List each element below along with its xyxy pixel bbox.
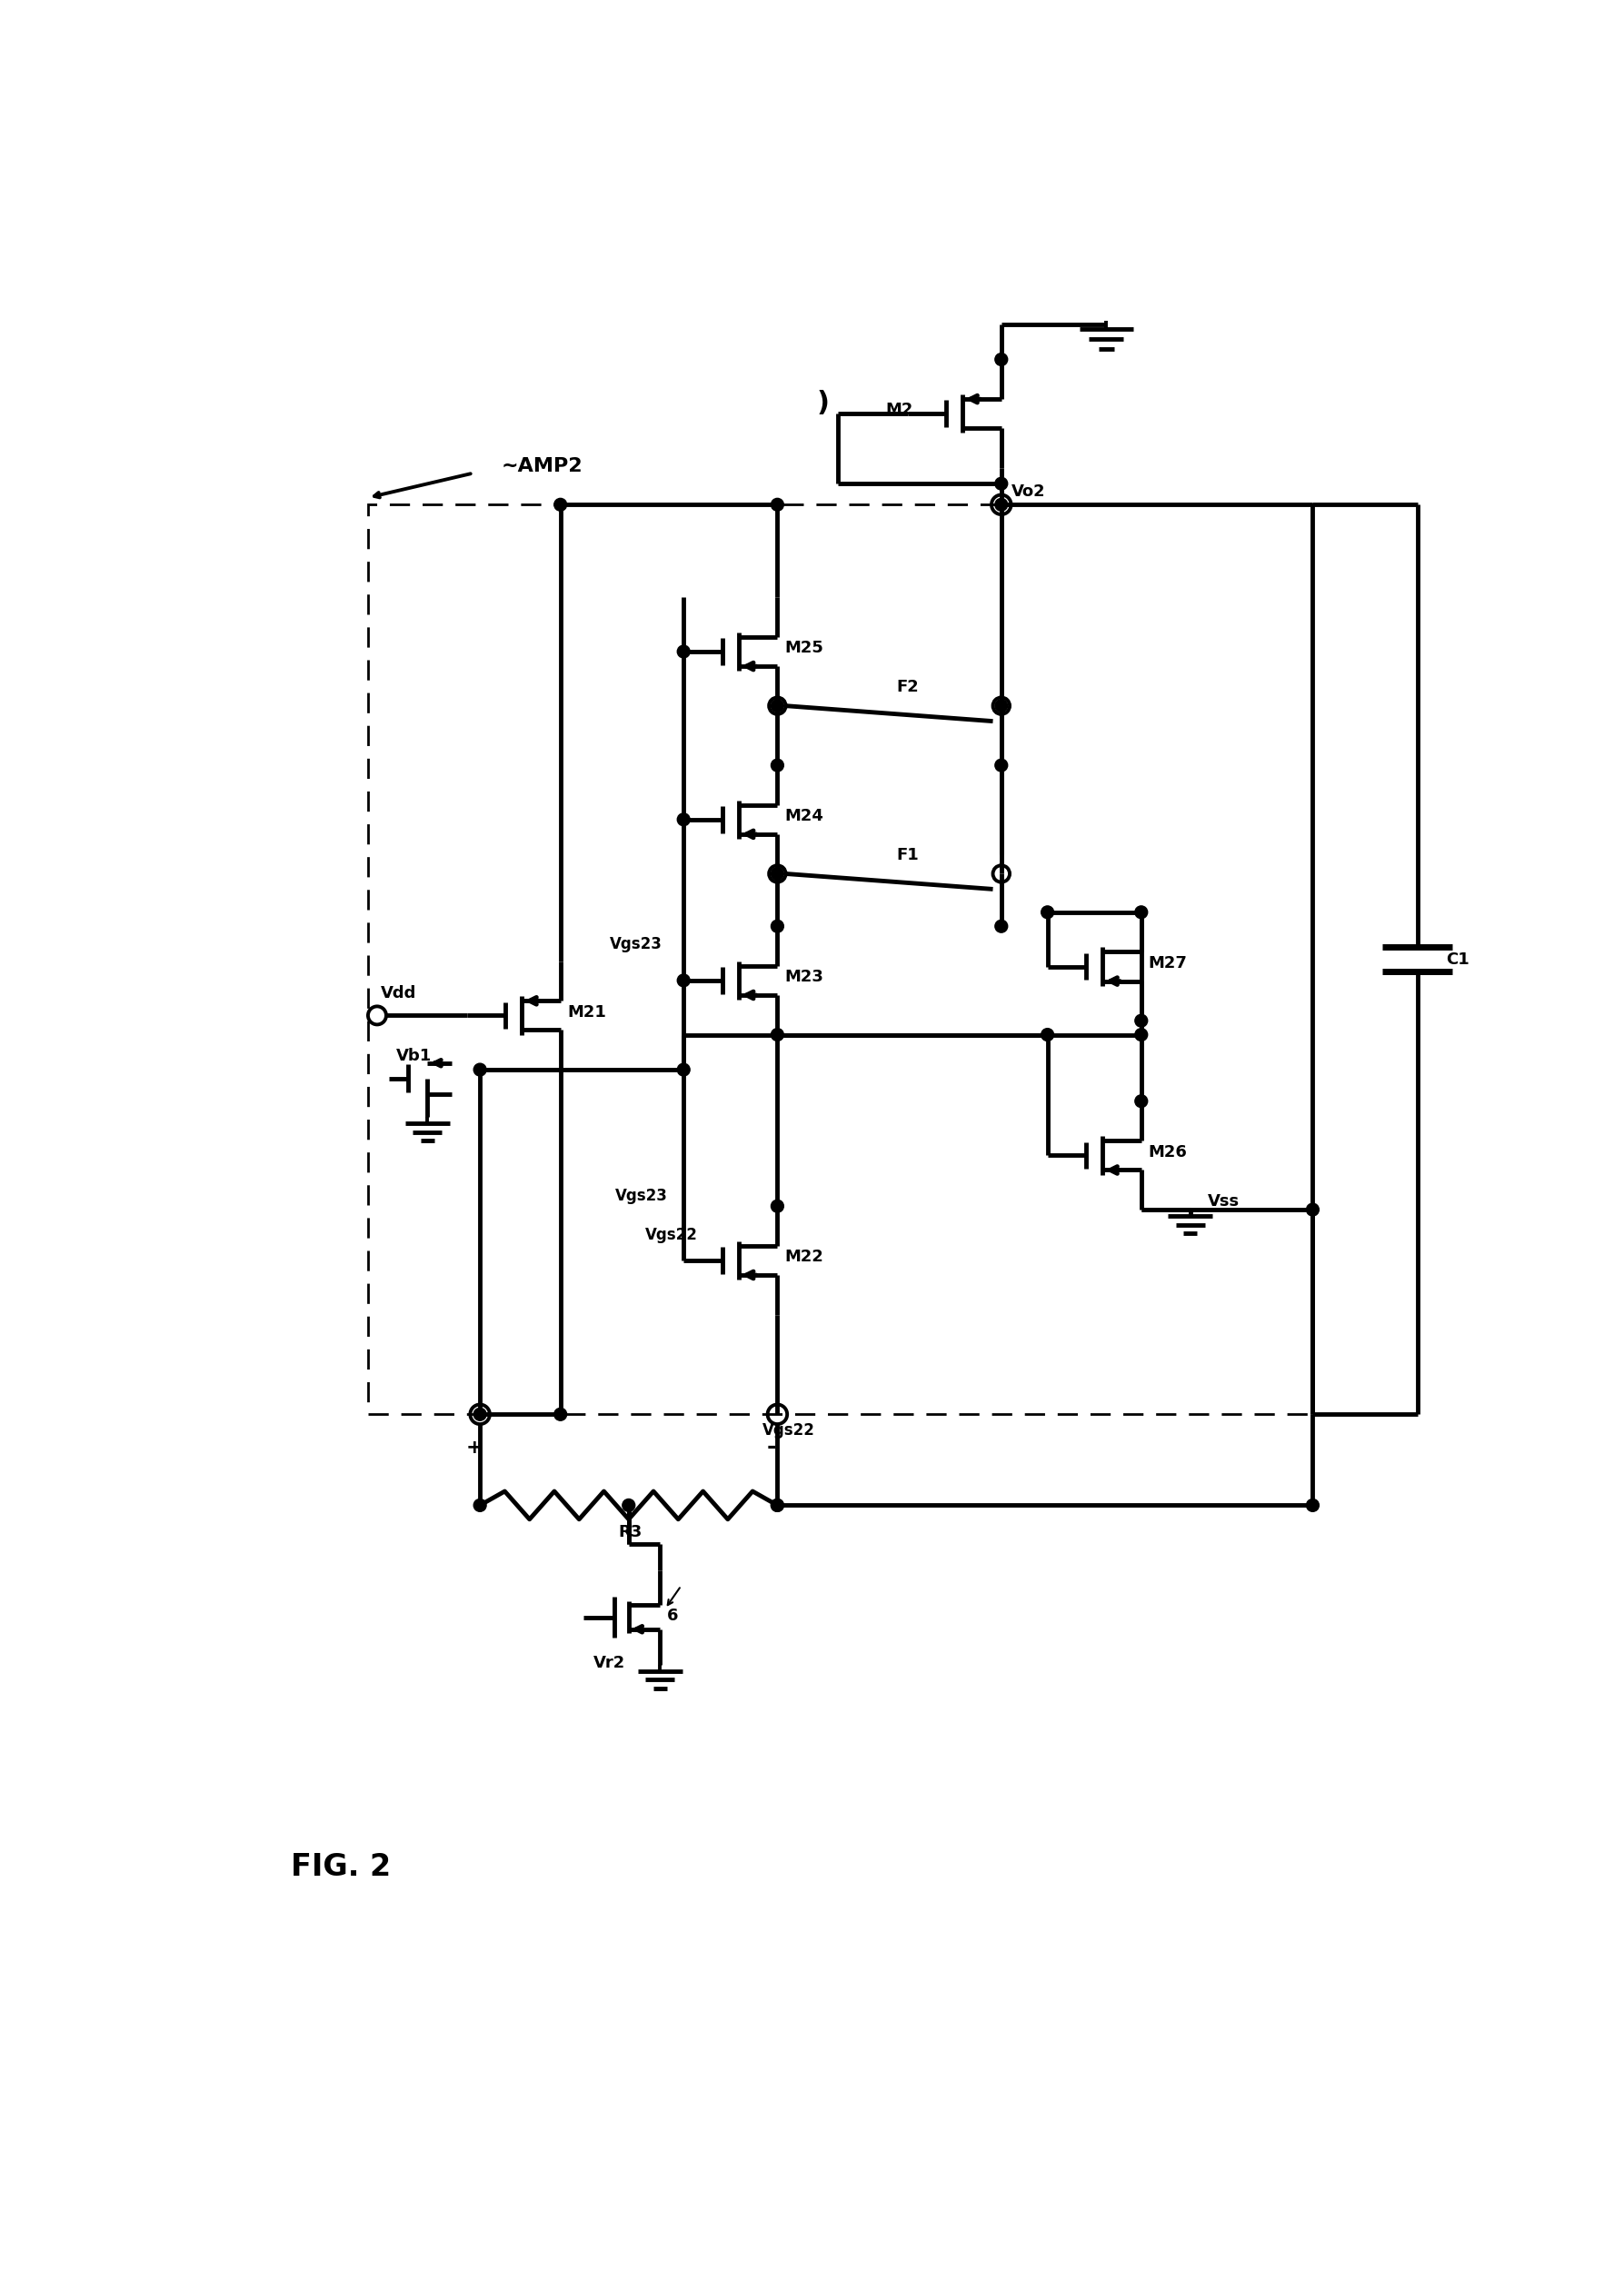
- Circle shape: [771, 1200, 784, 1213]
- Circle shape: [771, 1499, 784, 1512]
- Text: Vdd: Vdd: [380, 985, 416, 1001]
- Text: Vgs22: Vgs22: [762, 1423, 815, 1439]
- Circle shape: [1041, 906, 1054, 919]
- Circle shape: [771, 1029, 784, 1040]
- Text: -: -: [767, 1435, 776, 1458]
- Circle shape: [996, 477, 1007, 490]
- Circle shape: [1306, 1204, 1319, 1216]
- Circle shape: [771, 760, 784, 771]
- Text: M26: M26: [1148, 1143, 1187, 1161]
- Bar: [369, 504, 1312, 1414]
- Text: M23: M23: [784, 969, 823, 985]
- Text: Vss: Vss: [1208, 1193, 1239, 1209]
- Circle shape: [1135, 906, 1148, 919]
- Text: Vgs23: Vgs23: [611, 935, 663, 953]
- Circle shape: [1135, 1015, 1148, 1026]
- Text: Vo2: Vo2: [1012, 484, 1046, 500]
- Text: ~AMP2: ~AMP2: [500, 456, 583, 474]
- Text: M27: M27: [1148, 956, 1187, 972]
- Circle shape: [1041, 1029, 1054, 1040]
- Circle shape: [677, 646, 690, 657]
- Text: M21: M21: [567, 1004, 606, 1020]
- Circle shape: [996, 760, 1007, 771]
- Text: R3: R3: [619, 1524, 641, 1540]
- Text: F2: F2: [896, 680, 919, 696]
- Text: C1: C1: [1445, 951, 1470, 967]
- Circle shape: [771, 700, 784, 712]
- Text: +: +: [466, 1439, 482, 1458]
- Circle shape: [554, 1407, 567, 1421]
- Circle shape: [677, 814, 690, 826]
- Text: Vr2: Vr2: [594, 1656, 625, 1672]
- Circle shape: [554, 497, 567, 511]
- Circle shape: [771, 497, 784, 511]
- Circle shape: [771, 1499, 784, 1512]
- Text: ): ): [817, 390, 830, 417]
- Text: M2: M2: [885, 401, 913, 417]
- Circle shape: [996, 919, 1007, 933]
- Text: Vgs22: Vgs22: [645, 1227, 698, 1243]
- Circle shape: [996, 497, 1007, 511]
- Circle shape: [474, 1407, 486, 1421]
- Text: M25: M25: [784, 641, 823, 657]
- Text: Vgs23: Vgs23: [615, 1188, 667, 1204]
- Circle shape: [677, 1063, 690, 1077]
- Text: M22: M22: [784, 1248, 823, 1266]
- Circle shape: [771, 867, 784, 880]
- Circle shape: [1306, 1499, 1319, 1512]
- Text: Vb1: Vb1: [396, 1049, 432, 1065]
- Text: 6: 6: [667, 1608, 679, 1624]
- Circle shape: [474, 1499, 486, 1512]
- Text: FIG. 2: FIG. 2: [291, 1852, 391, 1882]
- Circle shape: [996, 354, 1007, 365]
- Circle shape: [677, 974, 690, 988]
- Circle shape: [622, 1499, 635, 1512]
- Circle shape: [996, 700, 1007, 712]
- Text: M24: M24: [784, 807, 823, 823]
- Circle shape: [771, 919, 784, 933]
- Circle shape: [1135, 1095, 1148, 1109]
- Circle shape: [1135, 1029, 1148, 1040]
- Circle shape: [474, 1063, 486, 1077]
- Text: F1: F1: [896, 846, 919, 864]
